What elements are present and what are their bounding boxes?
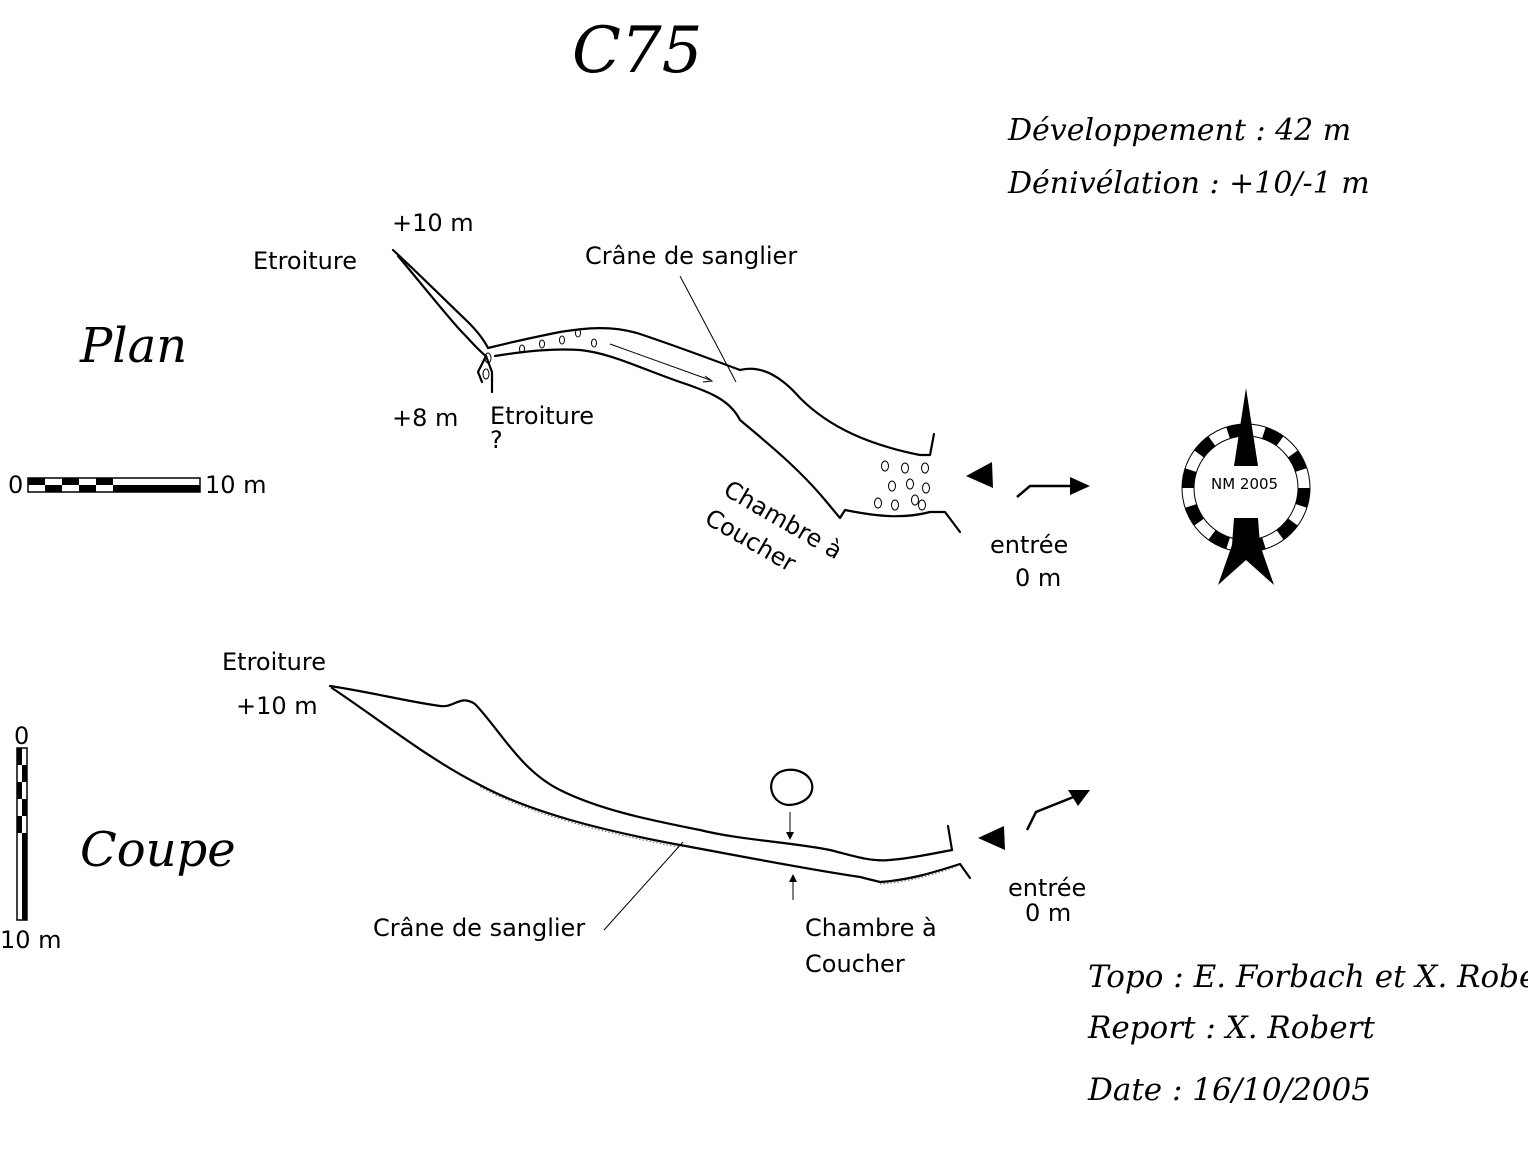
plan-pebbles xyxy=(482,328,930,511)
coupe-heading: Coupe xyxy=(80,822,236,878)
chambre-indicator-arrows-icon xyxy=(786,812,797,900)
plan-label-etroiture-bottom: Etroiture xyxy=(490,402,594,430)
north-arrow-icon: NM 2005 xyxy=(1181,388,1311,585)
coupe-label-chambre: Chambre à xyxy=(805,914,937,942)
survey-title: C75 xyxy=(572,14,702,88)
coupe-label-coucher: Coucher xyxy=(805,950,905,978)
coupe-entrance-marker-icon xyxy=(978,826,1005,850)
plan-label-chambre-group: Chambre à Coucher xyxy=(700,475,847,578)
plan-label-question: ? xyxy=(490,426,503,454)
plan-label-elev-low: +8 m xyxy=(392,404,458,432)
coupe-scale-bar: 0 10 m xyxy=(0,722,62,954)
plan-entrance-marker-icon xyxy=(966,462,993,488)
plan-label-entree-elev: 0 m xyxy=(1015,564,1061,592)
coupe-scale-start: 0 xyxy=(14,722,29,750)
plan-label-entree: entrée xyxy=(990,531,1068,559)
plan-label-etroiture-top: Etroiture xyxy=(253,247,357,275)
passage-cross-section-icon xyxy=(770,768,814,807)
plan-scale-bar: 0 10 m xyxy=(8,471,267,499)
coupe-label-elev-top: +10 m xyxy=(236,692,318,720)
plan-heading: Plan xyxy=(79,318,187,374)
coupe-cave-profile xyxy=(328,684,972,931)
elevation-stat: Dénivélation : +10/-1 m xyxy=(1007,166,1370,201)
coupe-label-entree-elev: 0 m xyxy=(1025,899,1071,927)
plan-label-elev-top: +10 m xyxy=(392,209,474,237)
plan-crane-leader xyxy=(679,275,737,383)
plan-scale-end: 10 m xyxy=(205,471,267,499)
plan-flow-arrow xyxy=(609,343,714,383)
plan-scale-start: 0 xyxy=(8,471,23,499)
credit-date: Date : 16/10/2005 xyxy=(1087,1072,1371,1108)
credit-topo: Topo : E. Forbach et X. Robert xyxy=(1088,959,1528,995)
plan-label-crane: Crâne de sanglier xyxy=(585,242,797,270)
coupe-scale-end: 10 m xyxy=(0,926,62,954)
north-arrow-label: NM 2005 xyxy=(1211,475,1278,493)
plan-entrance-arrow-icon xyxy=(1016,477,1090,498)
coupe-entrance-arrow-icon xyxy=(1025,790,1090,831)
credit-report: Report : X. Robert xyxy=(1087,1010,1375,1046)
coupe-label-etroiture: Etroiture xyxy=(222,648,326,676)
coupe-label-crane: Crâne de sanglier xyxy=(373,914,585,942)
coupe-crane-leader xyxy=(603,841,684,931)
coupe-label-entree: entrée xyxy=(1008,874,1086,902)
development-stat: Développement : 42 m xyxy=(1007,113,1351,148)
plan-cave-outline xyxy=(391,248,962,534)
